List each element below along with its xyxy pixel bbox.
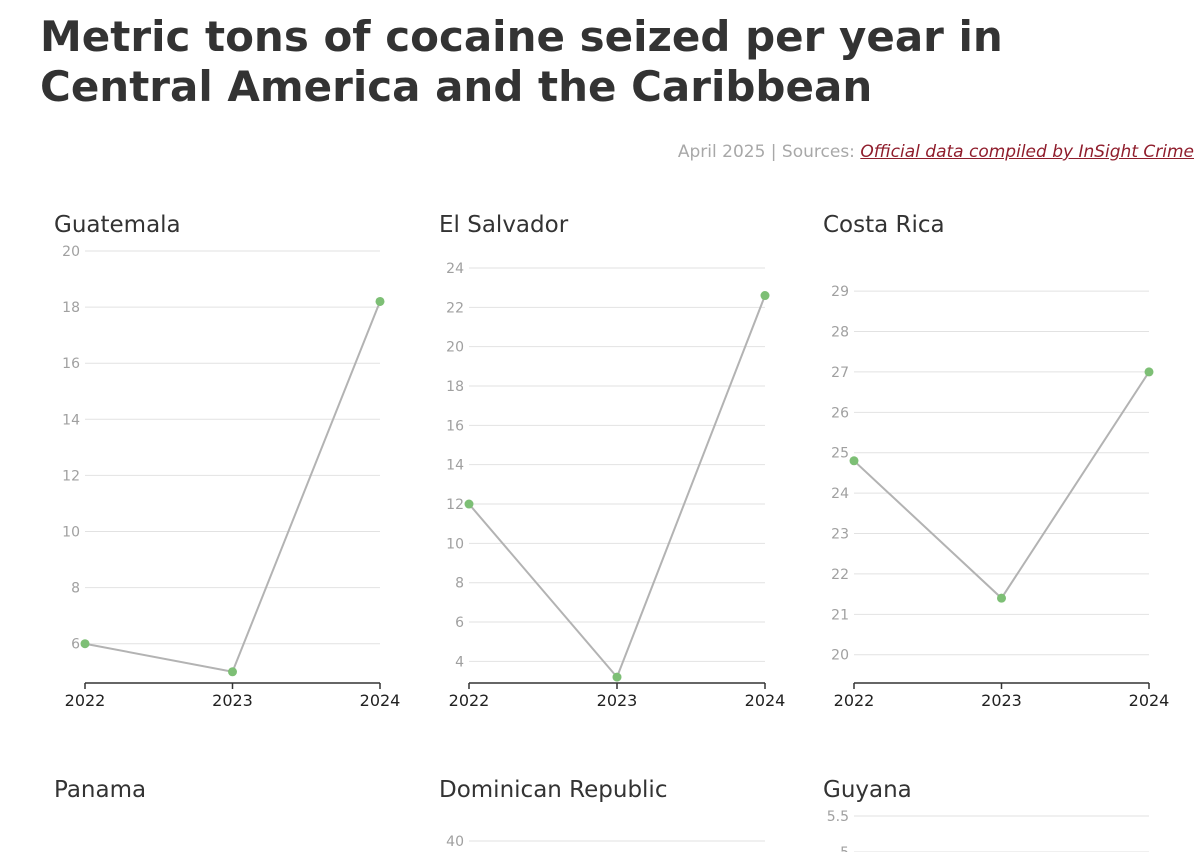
costa-rica-data-point-2023	[997, 593, 1006, 603]
panel-title-el-salvador: El Salvador	[439, 212, 569, 238]
guatemala-y-tick-label: 12	[62, 468, 80, 484]
costa-rica-y-tick-label: 29	[831, 284, 849, 300]
costa-rica-x-tick-label: 2024	[1129, 691, 1170, 710]
costa-rica-y-tick-label: 21	[831, 607, 849, 623]
el-salvador-data-point-2022	[464, 499, 474, 509]
costa-rica-y-tick-label: 22	[831, 567, 849, 583]
el-salvador-y-tick-label: 6	[455, 615, 464, 631]
el-salvador-y-tick-label: 20	[446, 340, 464, 356]
el-salvador-x-tick-label: 2022	[449, 691, 490, 710]
costa-rica-y-tick-label: 25	[831, 446, 849, 462]
guatemala-y-tick-label: 10	[62, 525, 80, 541]
el-salvador-y-tick-label: 14	[446, 458, 464, 474]
costa-rica-y-tick-label: 23	[831, 527, 849, 543]
costa-rica-y-tick-label: 24	[831, 486, 849, 502]
el-salvador-y-tick-label: 4	[455, 654, 464, 670]
costa-rica-x-tick-label: 2022	[834, 691, 875, 710]
guatemala-y-tick-label: 16	[62, 356, 80, 372]
guatemala-data-point-2024	[375, 296, 385, 306]
source-link[interactable]: Official data compiled by InSight Crime	[860, 142, 1194, 162]
guatemala-y-tick-label: 8	[71, 581, 80, 597]
el-salvador-y-tick-label: 22	[446, 300, 464, 316]
guatemala-x-tick-label: 2023	[212, 691, 253, 710]
panel-title-dominican-republic: Dominican Republic	[439, 777, 668, 803]
guatemala-x-tick-label: 2024	[360, 691, 401, 710]
source-line: April 2025 | Sources: Official data comp…	[678, 142, 1194, 162]
el-salvador-x-tick-label: 2024	[745, 691, 786, 710]
guatemala-y-tick-label: 6	[71, 637, 80, 653]
el-salvador-y-tick-label: 18	[446, 379, 464, 395]
costa-rica-data-point-2022	[849, 456, 859, 466]
guatemala-y-tick-label: 14	[62, 412, 80, 428]
panel-title-costa-rica: Costa Rica	[823, 212, 945, 238]
el-salvador-y-tick-label: 16	[446, 418, 464, 434]
guatemala-data-point-2022	[80, 639, 90, 649]
el-salvador-y-tick-label: 10	[446, 536, 464, 552]
guyana-y-tick-label: 5.5	[827, 809, 849, 825]
guyana-y-tick-label: 5	[840, 845, 849, 852]
guatemala-y-tick-label: 18	[62, 300, 80, 316]
panel-title-panama: Panama	[54, 777, 147, 803]
panel-title-guyana: Guyana	[823, 777, 912, 803]
costa-rica-y-tick-label: 26	[831, 405, 849, 421]
el-salvador-y-tick-label: 24	[446, 261, 464, 277]
guatemala-series-line	[84, 301, 381, 673]
date-sources-label: April 2025 | Sources:	[677, 142, 861, 162]
dominican-republic-y-tick-label: 40	[446, 834, 464, 850]
panel-title-guatemala: Guatemala	[54, 212, 181, 238]
el-salvador-data-point-2023	[612, 672, 622, 682]
chart-title: Metric tons of cocaine seized per year i…	[40, 12, 1003, 111]
costa-rica-x-tick-label: 2023	[981, 691, 1022, 710]
el-salvador-x-tick-label: 2023	[597, 691, 638, 710]
el-salvador-series-line	[468, 295, 766, 680]
costa-rica-y-tick-label: 20	[831, 648, 849, 664]
guatemala-y-tick-label: 20	[62, 244, 80, 260]
el-salvador-y-tick-label: 12	[446, 497, 464, 513]
guatemala-x-tick-label: 2022	[65, 691, 106, 710]
guatemala-data-point-2023	[228, 667, 237, 677]
costa-rica-series-line	[853, 371, 1150, 600]
costa-rica-data-point-2024	[1144, 367, 1154, 377]
el-salvador-data-point-2024	[760, 291, 770, 301]
costa-rica-y-tick-label: 27	[831, 365, 849, 381]
costa-rica-y-tick-label: 28	[831, 325, 849, 341]
el-salvador-y-tick-label: 8	[455, 576, 464, 592]
